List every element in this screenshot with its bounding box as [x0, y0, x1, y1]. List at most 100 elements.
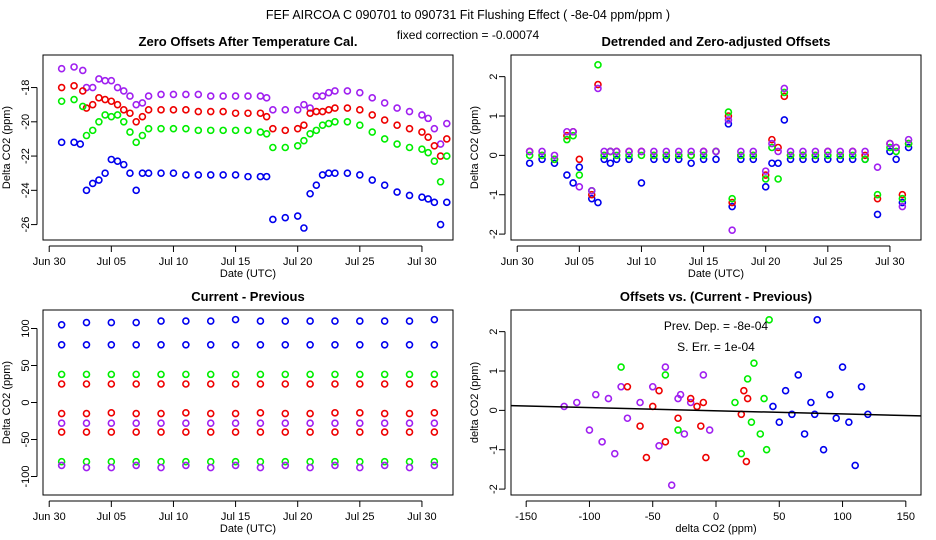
data-point-blue [898, 198, 907, 207]
x-tick-label: Jul 30 [407, 511, 436, 523]
data-point-blue [138, 169, 147, 177]
data-point-red [157, 106, 165, 114]
data-point-blue [107, 155, 116, 164]
data-point-purple [169, 90, 178, 99]
data-point-blue [393, 188, 401, 196]
data-point-green [169, 124, 178, 133]
data-point-blue [769, 402, 777, 411]
y-tick-label: 1 [488, 368, 500, 374]
data-point-green [343, 118, 352, 126]
data-point-purple [269, 106, 277, 114]
data-point-green [824, 151, 832, 160]
x-tick-label: 150 [897, 511, 915, 523]
data-point-green [569, 131, 577, 140]
data-point-green [331, 370, 339, 379]
data-point-purple [157, 419, 165, 428]
data-point-red-low [331, 428, 339, 436]
data-point-red [256, 380, 265, 388]
data-point-purple-low [182, 461, 190, 470]
data-point-green-low [182, 457, 190, 466]
data-point-blue [430, 315, 439, 324]
data-point-blue-band [331, 340, 339, 349]
data-point-purple [219, 92, 227, 100]
data-point-blue [82, 318, 91, 327]
data-point-green [550, 155, 559, 164]
data-point-purple [405, 107, 414, 116]
data-point-red [768, 135, 776, 144]
data-point-blue [800, 430, 809, 438]
data-point-blue [430, 198, 439, 207]
data-point-green-low [405, 457, 414, 466]
data-point-purple [538, 147, 546, 156]
data-point-red-low [107, 428, 116, 436]
data-point-blue [857, 382, 866, 391]
data-point-red-low [57, 428, 66, 436]
x-tick-label: Jul 25 [345, 256, 374, 268]
data-point-blue [811, 155, 820, 164]
data-point-red [312, 107, 321, 116]
data-point-purple [598, 438, 606, 446]
data-point-green [380, 135, 389, 143]
data-point-green [107, 370, 116, 379]
data-point-green [88, 126, 97, 135]
data-point-blue [424, 195, 432, 203]
data-point-blue [231, 171, 240, 179]
data-point-red [405, 124, 414, 133]
data-point-red [138, 112, 147, 121]
data-point-purple [623, 414, 632, 423]
data-point-red-neg [331, 409, 339, 417]
data-point-purple [904, 135, 913, 144]
data-point-blue [799, 155, 807, 164]
data-point-green [625, 151, 633, 160]
data-point-blue [824, 155, 832, 164]
plot-frame [510, 54, 922, 241]
data-point-green-low [57, 457, 66, 466]
data-point-red [169, 106, 178, 114]
data-point-blue [848, 155, 857, 164]
data-point-red-neg [231, 409, 240, 418]
data-point-blue [256, 172, 265, 181]
data-point-purple [625, 147, 633, 156]
data-point-blue [728, 202, 736, 211]
data-point-blue [845, 418, 853, 426]
data-point-green [724, 108, 733, 116]
data-point-red-neg [57, 409, 66, 418]
data-point-purple [861, 147, 869, 156]
data-point-purple [724, 116, 733, 124]
data-point-blue [606, 159, 615, 168]
data-point-green [737, 151, 745, 160]
y-tick-label: -1 [488, 190, 500, 200]
data-point-blue [775, 418, 784, 426]
data-point-blue [625, 155, 633, 164]
x-tick-label: Jun 30 [33, 511, 66, 523]
data-point-purple [157, 90, 165, 99]
data-point-purple [674, 147, 683, 156]
y-tick-label: -2 [488, 229, 500, 239]
data-point-purple [848, 147, 857, 156]
y-tick-label: 1 [488, 113, 500, 119]
data-point-red [623, 382, 632, 391]
x-tick-label: Jul 20 [283, 256, 312, 268]
data-point-purple-low [405, 463, 414, 472]
data-point-green [157, 124, 165, 133]
data-point-purple [761, 167, 770, 175]
data-point-purple [281, 419, 290, 428]
data-point-green [650, 151, 658, 160]
x-tick-label: Jun 30 [33, 256, 66, 268]
data-point-red-neg [82, 409, 91, 418]
data-point-purple-low [132, 461, 140, 470]
data-point-blue [368, 176, 377, 184]
y-tick-label: 0 [488, 152, 500, 158]
data-point-red-neg [405, 409, 414, 418]
data-point-blue [418, 193, 426, 201]
data-point-red [57, 380, 66, 388]
data-point-green [848, 151, 857, 160]
data-point-green-low [430, 457, 439, 466]
data-point-blue [436, 220, 445, 229]
data-point-red [262, 112, 271, 121]
x-tick-label: Jul 10 [627, 256, 656, 268]
data-point-purple [799, 147, 807, 156]
data-point-blue [380, 181, 389, 189]
data-point-purple [550, 151, 559, 160]
data-markers [57, 63, 451, 232]
